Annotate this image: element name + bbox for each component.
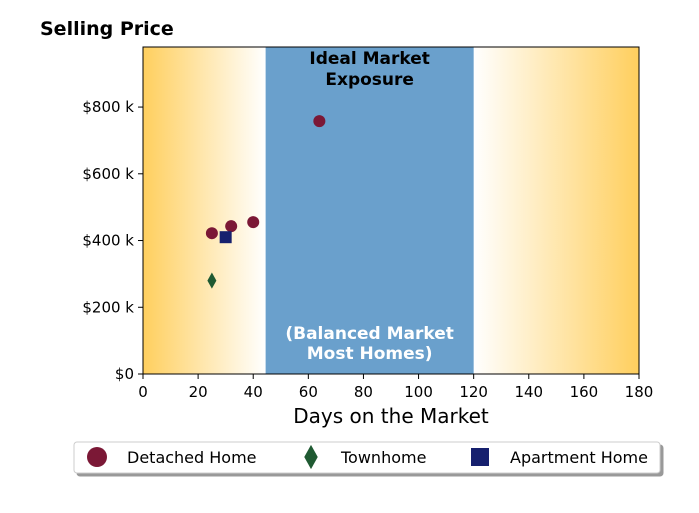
point-townhome: [207, 272, 217, 289]
chart-title: Selling Price: [40, 18, 174, 40]
annotation-top-line1: Ideal Market: [309, 49, 430, 69]
y-tick-label: $600 k: [82, 165, 134, 183]
x-tick-label: 60: [299, 383, 318, 401]
x-tick-label: 100: [404, 383, 433, 401]
annotation-bottom-line2: Most Homes): [307, 344, 433, 364]
annotation-bottom-line1: (Balanced Market: [285, 324, 454, 344]
x-tick-label: 180: [625, 383, 654, 401]
legend: Detached Home Townhome Apartment Home: [73, 441, 661, 474]
plot-frame: [142, 46, 640, 375]
x-tick-label: 20: [189, 383, 208, 401]
legend-marker-townhome: [304, 444, 318, 470]
legend-marker-apartment-home: [471, 448, 489, 466]
x-tick-label: 160: [570, 383, 599, 401]
point-detached-home: [247, 216, 260, 229]
legend-label-apartment-home: Apartment Home: [510, 448, 648, 467]
background-gradient-right: [473, 47, 639, 374]
legend-marker-detached-home: [87, 447, 107, 467]
background-gradient-left: [143, 47, 266, 374]
x-tick-label: 0: [138, 383, 148, 401]
x-tick-label: 140: [514, 383, 543, 401]
annotation-top-line2: Exposure: [325, 70, 414, 90]
legend-label-detached-home: Detached Home: [127, 448, 257, 467]
point-detached-home: [313, 115, 326, 128]
point-detached-home: [205, 227, 218, 240]
y-tick-label: $800 k: [82, 98, 134, 116]
point-apartment-home: [219, 231, 232, 244]
x-tick-label: 40: [244, 383, 263, 401]
x-tick-label: 80: [354, 383, 373, 401]
point-detached-home: [225, 220, 238, 233]
legend-box: [73, 441, 661, 474]
x-tick-label: 120: [459, 383, 488, 401]
ideal-exposure-band: [265, 47, 474, 374]
legend-label-townhome: Townhome: [340, 448, 426, 467]
y-tick-label: $400 k: [82, 232, 134, 250]
y-tick-label: $0: [115, 365, 134, 383]
x-axis-label: Days on the Market: [293, 404, 489, 428]
y-tick-label: $200 k: [82, 298, 134, 316]
